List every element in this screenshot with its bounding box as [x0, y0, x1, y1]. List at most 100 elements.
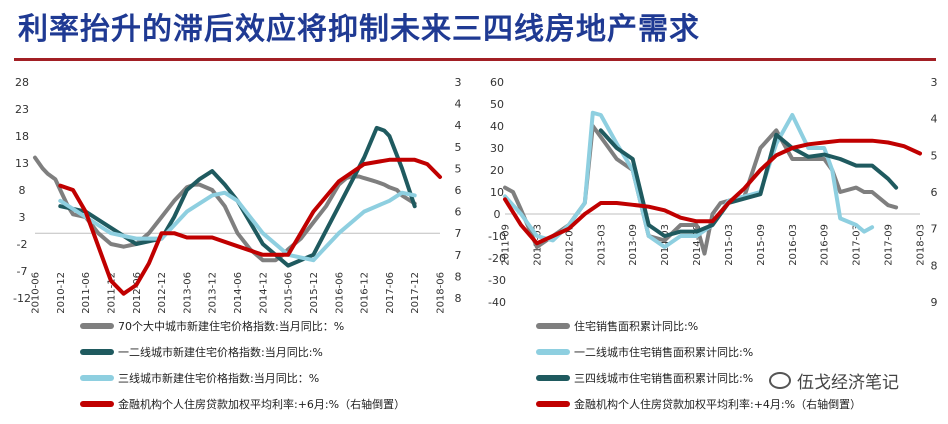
left-axis-tick-label: 18: [15, 130, 29, 143]
left-axis-tick-label: 8: [19, 184, 26, 197]
x-axis-tick-label: 2017-12: [410, 272, 421, 314]
x-axis-tick-label: 2017-09: [884, 224, 895, 266]
x-axis-tick-label: 2013-09: [628, 224, 639, 266]
left-axis-tick-label: -40: [488, 296, 506, 309]
legend-swatch: [536, 323, 570, 329]
legend-swatch: [80, 401, 114, 407]
right-axis-tick-label: 8: [931, 259, 938, 272]
x-axis-tick-label: 2012-06: [132, 272, 143, 314]
x-axis-tick-label: 2014-06: [233, 272, 244, 314]
legend-swatch: [80, 323, 114, 329]
right-axis-tick-label: 7: [455, 227, 462, 240]
legend-label: 住宅销售面积累计同比:%: [574, 320, 699, 333]
legend-label: 70个大中城市新建住宅价格指数:当月同比：%: [118, 320, 345, 333]
right-axis-tick-label: 4: [931, 113, 938, 126]
left-axis-tick-label: -2: [17, 238, 28, 251]
right-axis-tick-label: 6: [455, 184, 462, 197]
right-axis-tick-label: 3: [931, 76, 938, 89]
series-line: [598, 128, 899, 238]
watermark: 伍戈经济笔记: [765, 368, 903, 393]
legend-swatch: [80, 349, 114, 355]
series-line: [58, 190, 417, 263]
legend-label: 一二线城市新建住宅价格指数:当月同比:%: [118, 346, 323, 359]
legend-item: 三四线城市住宅销售面积累计同比:%: [536, 370, 753, 386]
legend-label: 三线城市新建住宅价格指数:当月同比：%: [118, 372, 320, 385]
left-axis-tick-label: 20: [490, 164, 504, 177]
page-title: 利率抬升的滞后效应将抑制未来三四线房地产需求: [18, 12, 700, 47]
x-axis-tick-label: 2011-06: [81, 272, 92, 314]
x-axis-tick-label: 2013-03: [596, 224, 607, 266]
x-axis-tick-label: 2014-12: [258, 272, 269, 314]
x-axis-tick-label: 2017-06: [385, 272, 396, 314]
series-line: [503, 138, 922, 246]
legend-label: 一二线城市住宅销售面积累计同比:%: [574, 346, 754, 359]
x-axis-tick-label: 2016-06: [334, 272, 345, 314]
left-axis-tick-label: 13: [15, 157, 29, 170]
x-axis-tick-label: 2010-12: [56, 272, 67, 314]
right-axis-tick-label: 8: [455, 292, 462, 305]
right-axis-tick-label: 5: [455, 162, 462, 175]
x-axis-tick-label: 2013-12: [208, 272, 219, 314]
right-axis-tick-label: 4: [455, 98, 462, 111]
x-axis-tick-label: 2014-09: [692, 224, 703, 266]
legend-swatch: [536, 375, 570, 381]
legend-swatch: [80, 375, 114, 381]
right-axis-tick-label: 7: [931, 223, 938, 236]
left-axis-tick-label: 10: [490, 186, 504, 199]
title-divider: [14, 58, 936, 61]
left-axis-tick-label: 40: [490, 120, 504, 133]
right-axis-tick-label: 6: [931, 186, 938, 199]
left-axis-tick-label: -20: [488, 252, 506, 265]
legend-left: 70个大中城市新建住宅价格指数:当月同比：% 一二线城市新建住宅价格指数:当月同…: [80, 318, 440, 418]
x-axis-tick-label: 2012-12: [157, 272, 168, 314]
legend-item: 金融机构个人住房贷款加权平均利率:+6月:%（右轴倒置）: [80, 396, 405, 412]
right-axis-tick-label: 3: [455, 76, 462, 89]
left-axis-tick-label: 0: [494, 208, 501, 221]
legend-item: 70个大中城市新建住宅价格指数:当月同比：%: [80, 318, 344, 334]
x-axis-tick-label: 2015-03: [724, 224, 735, 266]
right-axis-tick-label: 7: [455, 249, 462, 262]
left-axis-tick-label: 28: [15, 76, 29, 89]
legend-swatch: [536, 401, 570, 407]
left-axis-tick-label: 23: [15, 103, 29, 116]
x-axis-tick-label: 2010-06: [31, 272, 42, 314]
left-axis-tick-label: 3: [19, 211, 26, 224]
right-axis-tick-label: 5: [931, 149, 938, 162]
x-axis-tick-label: 2017-03: [852, 224, 863, 266]
left-axis-tick-label: 60: [490, 76, 504, 89]
left-axis-tick-label: 30: [490, 142, 504, 155]
series-line: [503, 110, 875, 249]
legend-item: 金融机构个人住房贷款加权平均利率:+4月:%（右轴倒置）: [536, 396, 861, 412]
watermark-text: 伍戈经济笔记: [797, 373, 899, 393]
legend-label: 金融机构个人住房贷款加权平均利率:+4月:%（右轴倒置）: [574, 398, 862, 411]
legend-item: 一二线城市住宅销售面积累计同比:%: [536, 344, 753, 360]
right-axis-tick-label: 5: [455, 141, 462, 154]
x-axis-tick-label: 2015-12: [309, 272, 320, 314]
x-axis-tick-label: 2018-03: [916, 224, 927, 266]
x-axis-tick-label: 2011-09: [501, 224, 512, 266]
left-axis-tick-label: -7: [17, 265, 28, 278]
x-axis-tick-label: 2015-09: [756, 224, 767, 266]
x-axis-tick-label: 2016-03: [788, 224, 799, 266]
x-axis-tick-label: 2013-06: [182, 272, 193, 314]
x-axis-tick-label: 2011-12: [106, 272, 117, 314]
x-axis-tick-label: 2016-12: [360, 272, 371, 314]
right-axis-tick-label: 8: [455, 270, 462, 283]
legend-item: 一二线城市新建住宅价格指数:当月同比:%: [80, 344, 323, 360]
left-axis-tick-label: -10: [488, 230, 506, 243]
legend-item: 住宅销售面积累计同比:%: [536, 318, 698, 334]
right-axis-tick-label: 6: [455, 206, 462, 219]
x-axis-tick-label: 2015-06: [284, 272, 295, 314]
right-axis-tick-label: 4: [455, 119, 462, 132]
x-axis-tick-label: 2016-09: [820, 224, 831, 266]
left-axis-tick-label: -12: [13, 292, 31, 305]
series-line: [58, 157, 442, 296]
left-axis-tick-label: -30: [488, 274, 506, 287]
wechat-icon: [769, 372, 791, 389]
left-axis-tick-label: 50: [490, 98, 504, 111]
legend-swatch: [536, 349, 570, 355]
legend-right: 住宅销售面积累计同比:% 一二线城市住宅销售面积累计同比:% 三四线城市住宅销售…: [536, 318, 916, 418]
right-axis-tick-label: 9: [931, 296, 938, 309]
legend-item: 三线城市新建住宅价格指数:当月同比：%: [80, 370, 319, 386]
